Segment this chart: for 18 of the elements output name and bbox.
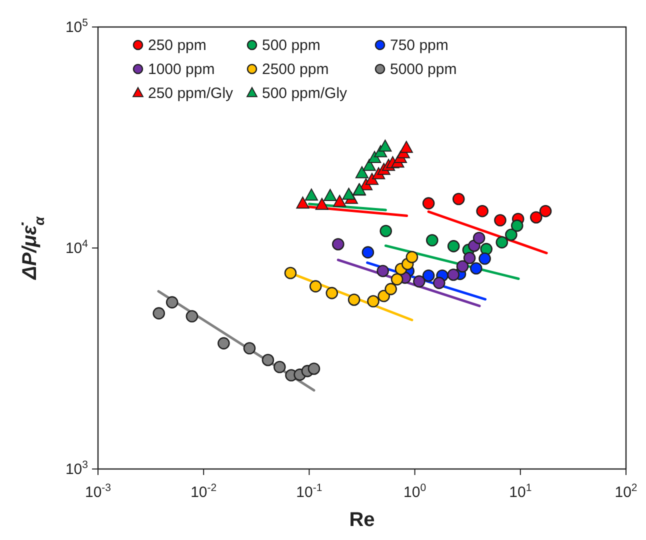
y-tick-label: 10$^{3}$ xyxy=(65,459,88,478)
y-tick-label: 10$^{4}$ xyxy=(65,238,88,257)
legend-label: 5000 ppm xyxy=(390,61,457,78)
legend-label: 1000 ppm xyxy=(148,61,215,78)
x-axis-title: Re xyxy=(349,509,375,531)
x-tick-label: 10$^{-3}$ xyxy=(84,482,112,501)
x-tick-label: 10$^{-2}$ xyxy=(190,482,217,501)
legend-label: 250 ppm/Gly xyxy=(148,85,234,102)
x-tick-label: 10$^{-1}$ xyxy=(296,482,322,501)
legend-label: 250 ppm xyxy=(148,37,206,54)
legend-label: 750 ppm xyxy=(390,37,448,54)
legend-label: 500 ppm xyxy=(262,37,320,54)
legend-label: 2500 ppm xyxy=(262,61,329,78)
x-tick-label: 10$^{2}$ xyxy=(614,482,638,501)
y-tick-label: 10$^{5}$ xyxy=(65,17,88,36)
x-tick-label: 10$^{1}$ xyxy=(509,482,532,501)
x-tick-label: 10$^{0}$ xyxy=(404,482,426,501)
legend-label: 500 ppm/Gly xyxy=(262,85,348,102)
